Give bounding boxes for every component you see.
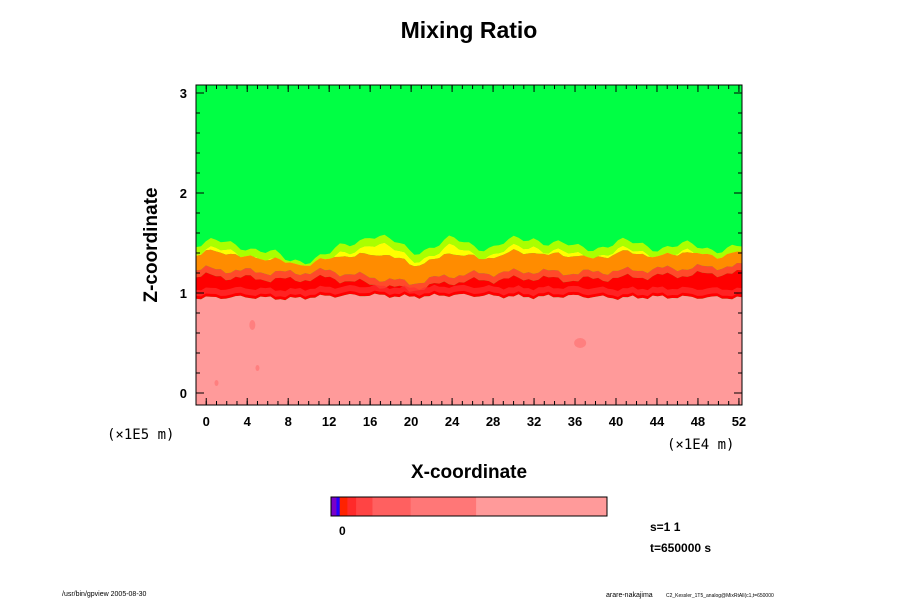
lower-blob	[214, 380, 219, 386]
band-lightgreen	[196, 234, 742, 273]
info-line-s: s=1 1	[650, 520, 681, 534]
info-line-t: t=650000 s	[650, 541, 711, 555]
x-tick-label: 24	[445, 414, 460, 429]
x-tick-label: 48	[691, 414, 705, 429]
x-tick-label: 12	[322, 414, 336, 429]
x-tick-label: 40	[609, 414, 623, 429]
x-tick-label: 0	[203, 414, 210, 429]
colorbar-segment	[339, 497, 348, 516]
colorbar-segment	[372, 497, 412, 516]
colorbar-segment	[356, 497, 373, 516]
footer-right-name: arare-nakajima	[606, 592, 653, 599]
chart-title: Mixing Ratio	[401, 17, 538, 43]
lower-region	[196, 293, 742, 405]
lower-blob	[255, 365, 260, 371]
plot-frame	[195, 84, 743, 406]
x-tick-label: 36	[568, 414, 582, 429]
y-tick-label: 3	[180, 86, 187, 101]
colorbar-segment	[336, 497, 341, 516]
y-tick-label: 1	[180, 286, 187, 301]
y-axis-label: Z-coordinate	[141, 187, 162, 302]
x-tick-label: 52	[732, 414, 746, 429]
band-orange	[196, 249, 742, 285]
y-axis-ticks: 0 1 2 3	[180, 86, 742, 401]
x-scale-label: (×1E4 m)	[667, 437, 734, 453]
y-tick-label: 2	[180, 186, 187, 201]
x-tick-label: 28	[486, 414, 500, 429]
colorbar-segment	[410, 497, 477, 516]
x-tick-label: 8	[285, 414, 292, 429]
heatmap-field	[196, 85, 742, 405]
x-tick-label: 44	[650, 414, 665, 429]
x-tick-label: 4	[244, 414, 252, 429]
x-tick-label: 32	[527, 414, 541, 429]
x-tick-label: 20	[404, 414, 418, 429]
lower-blob	[574, 338, 587, 348]
x-axis-label: X-coordinate	[411, 462, 527, 483]
x-axis-ticks: 0 4 8 12 16 20 24 28 32 36 40 44 48 52	[195, 85, 746, 429]
footer-right-detail: C2_Kessler_1T5_analog@MixRtAll(c1,t=6500…	[666, 593, 774, 599]
y-scale-label: (×1E5 m)	[107, 427, 174, 443]
band-interface-mid	[196, 263, 742, 292]
band-core-streak	[196, 284, 742, 298]
y-tick-label: 0	[180, 386, 187, 401]
colorbar-frame	[330, 496, 608, 517]
colorbar	[331, 497, 608, 516]
lower-blob	[249, 320, 256, 330]
colorbar-segment	[331, 497, 337, 516]
colorbar-segment	[476, 497, 608, 516]
footer-left: /usr/bin/gpview 2005-08-30	[62, 591, 147, 598]
x-tick-label: 16	[363, 414, 377, 429]
colorbar-segment	[347, 497, 357, 516]
colorbar-zero-label: 0	[339, 524, 346, 538]
